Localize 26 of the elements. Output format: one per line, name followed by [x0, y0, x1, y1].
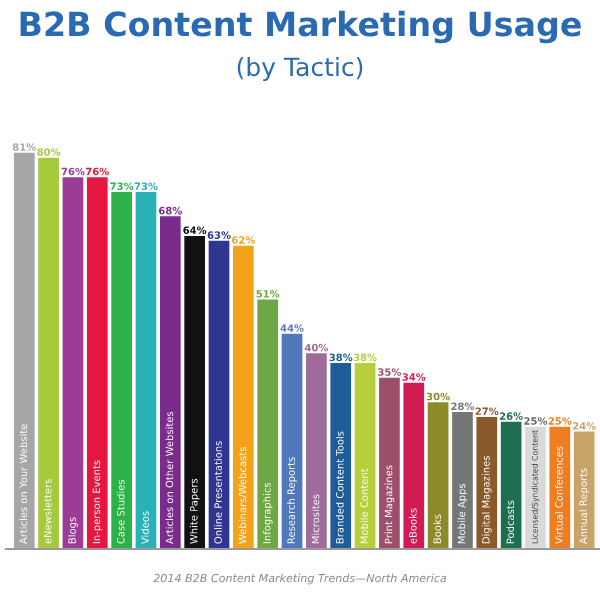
bar — [208, 240, 230, 549]
bar — [549, 426, 571, 549]
bar — [86, 177, 108, 549]
bar — [330, 363, 352, 549]
chart-subtitle: (by Tactic) — [237, 56, 363, 82]
bar — [257, 299, 279, 549]
chart-title: B2B Content Marketing Usage — [20, 10, 581, 44]
bar — [354, 363, 376, 549]
bar — [233, 245, 254, 549]
bar — [38, 157, 59, 549]
bar — [500, 421, 522, 549]
bar — [135, 191, 157, 549]
bar — [13, 152, 35, 549]
bar — [476, 416, 498, 549]
bar — [379, 377, 400, 549]
bar — [306, 353, 327, 549]
bar — [159, 216, 181, 549]
bar — [111, 191, 132, 549]
bar — [573, 431, 595, 549]
bar — [184, 235, 206, 549]
bar — [403, 382, 425, 549]
bar — [62, 177, 84, 549]
bar — [427, 402, 449, 549]
bar — [452, 412, 473, 549]
bar — [281, 333, 303, 549]
bar — [525, 426, 546, 549]
